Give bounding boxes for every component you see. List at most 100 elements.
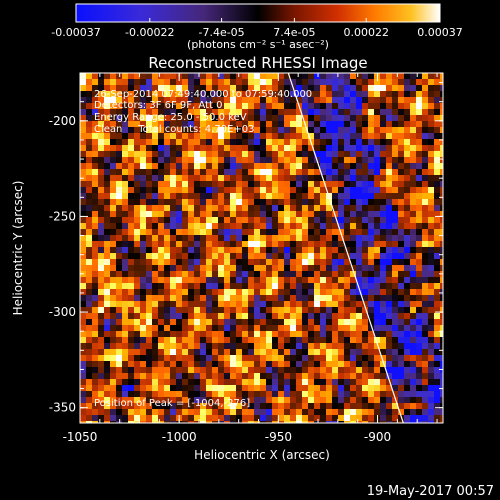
- heatmap-cell: [374, 295, 381, 302]
- heatmap-cell: [356, 217, 363, 224]
- heatmap-cell: [260, 115, 267, 122]
- heatmap-cell: [410, 337, 417, 344]
- heatmap-cell: [332, 199, 339, 206]
- heatmap-cell: [164, 193, 171, 200]
- heatmap-cell: [212, 319, 219, 326]
- heatmap-cell: [416, 367, 423, 374]
- heatmap-cell: [176, 385, 183, 392]
- heatmap-cell: [86, 217, 93, 224]
- heatmap-cell: [218, 391, 225, 398]
- heatmap-cell: [224, 193, 231, 200]
- heatmap-cell: [278, 349, 285, 356]
- heatmap-cell: [218, 127, 225, 134]
- heatmap-cell: [260, 337, 267, 344]
- heatmap-cell: [410, 289, 417, 296]
- heatmap-cell: [104, 325, 111, 332]
- heatmap-cell: [272, 211, 279, 218]
- heatmap-cell: [170, 397, 177, 404]
- heatmap-cell: [86, 307, 93, 314]
- heatmap-cell: [344, 91, 351, 98]
- heatmap-cell: [92, 319, 99, 326]
- heatmap-cell: [86, 169, 93, 176]
- heatmap-cell: [398, 73, 405, 80]
- heatmap-cell: [170, 229, 177, 236]
- heatmap-cell: [152, 295, 159, 302]
- heatmap-cell: [134, 271, 141, 278]
- heatmap-cell: [122, 313, 129, 320]
- heatmap-cell: [404, 379, 411, 386]
- heatmap-cell: [386, 337, 393, 344]
- heatmap-cell: [260, 331, 267, 338]
- heatmap-cell: [290, 355, 297, 362]
- heatmap-cell: [386, 283, 393, 290]
- heatmap-cell: [392, 355, 399, 362]
- heatmap-cell: [248, 133, 255, 140]
- heatmap-cell: [236, 337, 243, 344]
- heatmap-cell: [320, 217, 327, 224]
- heatmap-cell: [80, 139, 87, 146]
- heatmap-cell: [398, 301, 405, 308]
- heatmap-cell: [218, 97, 225, 104]
- heatmap-cell: [104, 337, 111, 344]
- heatmap-cell: [200, 289, 207, 296]
- heatmap-cell: [140, 157, 147, 164]
- heatmap-cell: [314, 397, 321, 404]
- heatmap-cell: [140, 415, 147, 422]
- heatmap-cell: [194, 253, 201, 260]
- heatmap-cell: [212, 73, 219, 80]
- heatmap-cell: [302, 157, 309, 164]
- heatmap-cell: [128, 421, 135, 423]
- heatmap-cell: [314, 151, 321, 158]
- heatmap-cell: [296, 181, 303, 188]
- heatmap-cell: [272, 415, 279, 422]
- heatmap-cell: [326, 391, 333, 398]
- heatmap-cell: [338, 139, 345, 146]
- heatmap-cell: [134, 337, 141, 344]
- heatmap-cell: [278, 253, 285, 260]
- heatmap-cell: [398, 421, 405, 423]
- heatmap-cell: [350, 421, 357, 423]
- heatmap-cell: [356, 235, 363, 242]
- heatmap-cell: [98, 139, 105, 146]
- heatmap-cell: [194, 103, 201, 110]
- heatmap-cell: [230, 109, 237, 116]
- heatmap-cell: [86, 409, 93, 416]
- heatmap-cell: [302, 373, 309, 380]
- heatmap-cell: [308, 271, 315, 278]
- heatmap-cell: [314, 79, 321, 86]
- x-tick-label: -1000: [162, 430, 197, 444]
- heatmap-cell: [188, 235, 195, 242]
- heatmap-cell: [182, 193, 189, 200]
- heatmap-cell: [176, 391, 183, 398]
- heatmap-cell: [260, 247, 267, 254]
- heatmap-cell: [260, 295, 267, 302]
- heatmap-cell: [158, 409, 165, 416]
- heatmap-cell: [362, 73, 369, 80]
- heatmap-cell: [218, 265, 225, 272]
- heatmap-cell: [380, 73, 387, 80]
- heatmap-cell: [206, 85, 213, 92]
- heatmap-cell: [404, 397, 411, 404]
- heatmap-cell: [158, 199, 165, 206]
- heatmap-cell: [182, 265, 189, 272]
- heatmap-cell: [248, 175, 255, 182]
- heatmap-cell: [218, 229, 225, 236]
- heatmap-cell: [314, 199, 321, 206]
- heatmap-cell: [284, 265, 291, 272]
- heatmap-cell: [356, 229, 363, 236]
- heatmap-cell: [206, 115, 213, 122]
- heatmap-cell: [188, 349, 195, 356]
- heatmap-cell: [164, 361, 171, 368]
- heatmap-cell: [410, 331, 417, 338]
- heatmap-cell: [290, 253, 297, 260]
- heatmap-cell: [206, 397, 213, 404]
- heatmap-cell: [218, 169, 225, 176]
- heatmap-cell: [422, 109, 429, 116]
- heatmap-cell: [92, 103, 99, 110]
- heatmap-cell: [134, 403, 141, 410]
- heatmap-cell: [398, 193, 405, 200]
- heatmap-cell: [236, 325, 243, 332]
- heatmap-cell: [410, 241, 417, 248]
- heatmap-cell: [158, 265, 165, 272]
- heatmap-cell: [386, 73, 393, 80]
